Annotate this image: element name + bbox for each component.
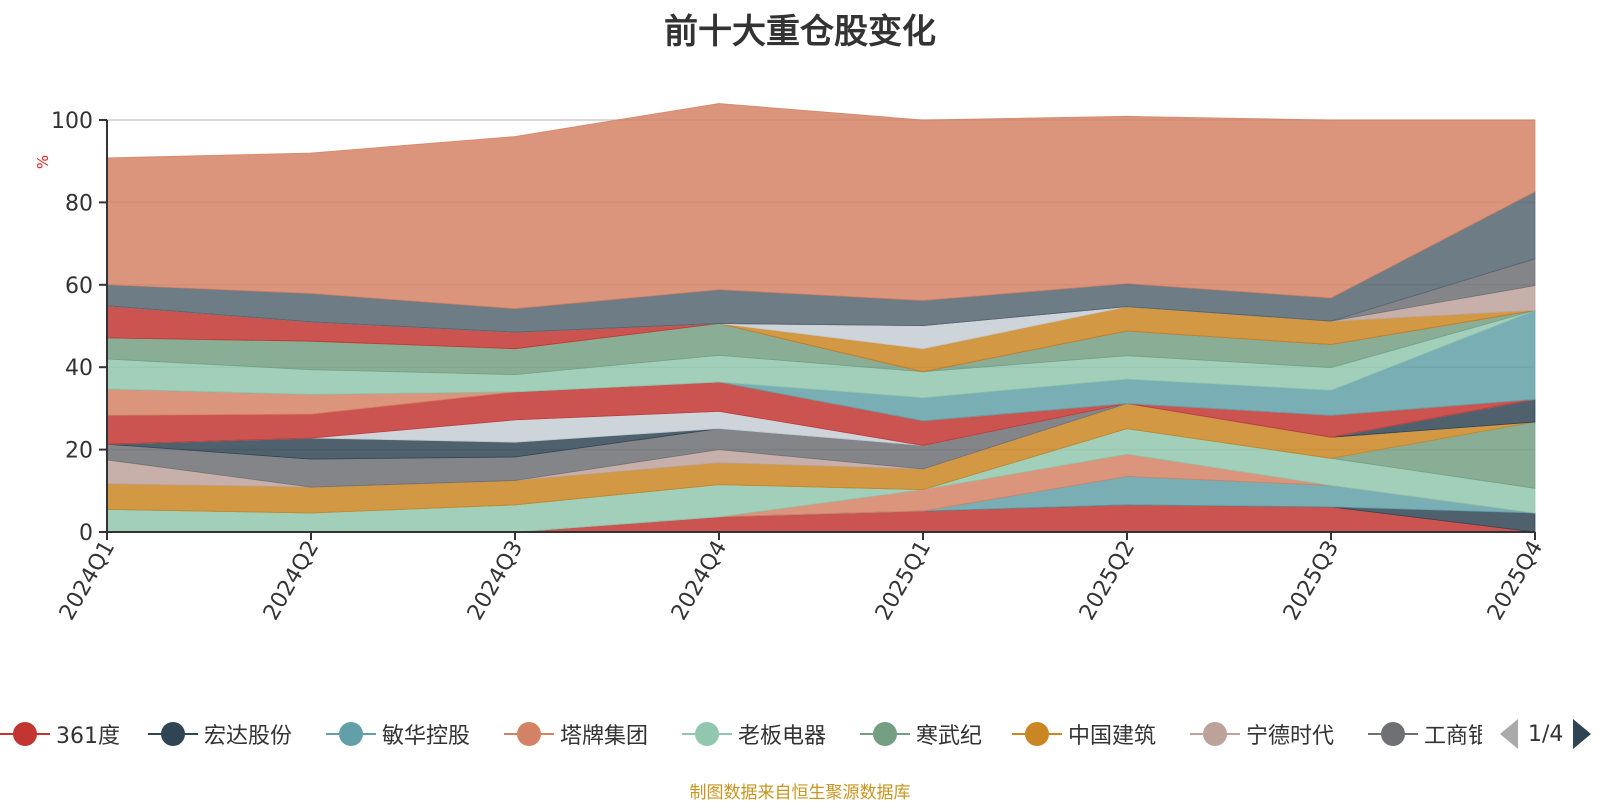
legend-label: 老板电器 (738, 724, 827, 749)
y-tick-label: 0 (79, 521, 93, 546)
legend-marker-icon (0, 722, 50, 746)
x-tick-label: 2025Q3 (1279, 537, 1344, 625)
area-series-23[interactable] (106, 103, 1536, 310)
legend-next-page-button[interactable] (1573, 719, 1592, 749)
legend-marker-icon (148, 722, 198, 746)
legend-label: 宁德时代 (1246, 724, 1335, 749)
x-tick-label: 2024Q2 (259, 537, 324, 625)
legend-label: 361度 (56, 724, 120, 749)
legend-marker-icon (1012, 722, 1062, 746)
x-tick-label: 2025Q4 (1483, 537, 1548, 625)
legend-item[interactable]: 老板电器 (682, 710, 826, 758)
legend-item[interactable]: 361度 (0, 710, 120, 758)
legend-item[interactable]: 敏华控股 (326, 710, 470, 758)
source-note: 制图数据来自恒生聚源数据库 (689, 783, 911, 803)
legend-item[interactable]: 中国建筑 (1012, 710, 1156, 758)
y-tick-label: 20 (65, 439, 93, 464)
y-tick-label: 100 (51, 109, 93, 134)
x-tick-label: 2025Q1 (871, 537, 936, 625)
legend-item[interactable]: 塔牌集团 (504, 710, 648, 758)
legend-marker-icon (504, 722, 554, 746)
legend-label: 塔牌集团 (560, 724, 649, 749)
x-tick-label: 2025Q2 (1075, 537, 1140, 625)
y-tick-label: 60 (65, 274, 93, 299)
legend-marker-icon (1368, 722, 1418, 746)
legend-label: 敏华控股 (382, 724, 471, 749)
legend-label: 宏达股份 (204, 724, 293, 749)
legend-label: 工商银 (1424, 724, 1482, 749)
chart-title: 前十大重仓股变化 (664, 12, 936, 52)
x-tick-label: 2024Q3 (463, 537, 528, 625)
legend-item[interactable]: 宏达股份 (148, 710, 292, 758)
y-tick-label: 80 (65, 191, 93, 216)
legend-prev-page-button[interactable] (1500, 719, 1518, 749)
legend-marker-icon (1190, 722, 1240, 746)
legend-item[interactable]: 宁德时代 (1190, 710, 1334, 758)
legend: 361度 宏达股份 敏华控股 塔牌集团 老板电器 寒武纪 中国建筑 宁德时代 工商银 1/4 (0, 710, 1600, 760)
legend-marker-icon (860, 722, 910, 746)
y-axis-label: % (34, 155, 52, 169)
area-series-group (106, 103, 1536, 533)
legend-label: 寒武纪 (916, 724, 983, 749)
y-tick-label: 40 (65, 356, 93, 381)
legend-page-indicator: 1/4 (1528, 721, 1564, 747)
legend-label: 中国建筑 (1068, 724, 1157, 749)
legend-item[interactable]: 寒武纪 (860, 710, 982, 758)
legend-pager: 1/4 (1500, 712, 1592, 756)
x-tick-label: 2024Q4 (667, 537, 732, 625)
legend-item[interactable]: 工商银 (1368, 710, 1482, 758)
legend-marker-icon (326, 722, 376, 746)
legend-marker-icon (682, 722, 732, 746)
legend-items: 361度 宏达股份 敏华控股 塔牌集团 老板电器 寒武纪 中国建筑 宁德时代 工商银 (0, 710, 1482, 758)
x-tick-label: 2024Q1 (55, 537, 120, 625)
